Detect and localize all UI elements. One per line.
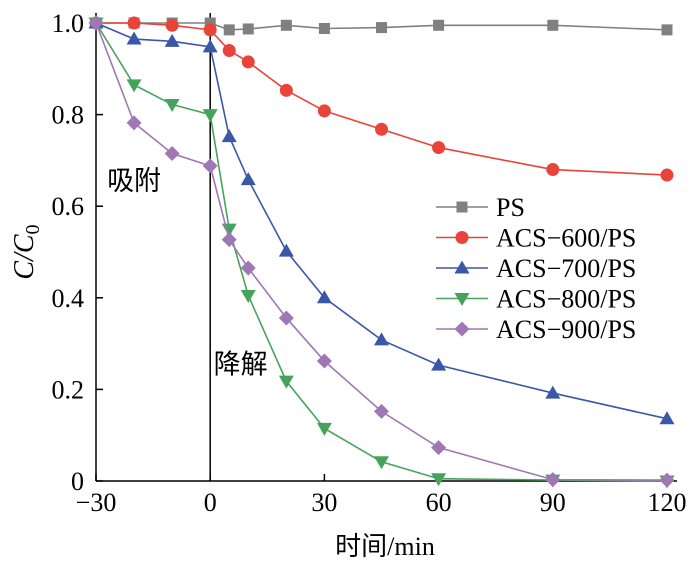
data-point [375, 122, 388, 136]
data-point [659, 472, 675, 488]
legend-label: ACS−900/PS [496, 315, 636, 344]
series-line [95, 22, 668, 482]
legend-item: PS [436, 193, 525, 222]
x-tick-label: −30 [76, 488, 117, 517]
data-point [660, 168, 674, 182]
annotation-label: 降解 [214, 349, 268, 379]
series-acs-700-ps [88, 15, 675, 425]
legend-label: ACS−700/PS [496, 254, 636, 283]
y-tick-label: 0.4 [52, 284, 85, 313]
data-point [164, 99, 180, 113]
data-point [317, 104, 331, 118]
legend-label: ACS−800/PS [496, 285, 636, 314]
data-point [661, 24, 673, 36]
legend-item: ACS−900/PS [436, 315, 636, 344]
legend: PSACS−600/PSACS−700/PSACS−800/PSACS−900/… [436, 193, 636, 344]
data-point [433, 19, 445, 31]
y-tick-label: 1.0 [52, 9, 85, 38]
y-tick-label: 0.2 [52, 375, 85, 404]
data-point [279, 83, 293, 97]
data-point [547, 19, 559, 31]
data-point [431, 440, 447, 456]
data-point [280, 19, 292, 31]
annotation-label: 吸附 [107, 166, 161, 196]
y-tick-label: 0 [71, 467, 84, 496]
data-point [432, 141, 446, 155]
data-point [164, 33, 180, 47]
x-tick-label: 120 [648, 488, 687, 517]
data-point [203, 23, 217, 37]
data-point [431, 357, 447, 371]
data-point [316, 290, 332, 304]
legend-marker [454, 293, 470, 306]
data-point [316, 353, 332, 369]
legend-marker [454, 260, 470, 274]
data-point [165, 18, 179, 32]
series-line [95, 22, 668, 420]
data-point [202, 39, 218, 53]
series-line [95, 22, 668, 481]
y-tick-label: 0.6 [52, 192, 85, 221]
series-acs-900-ps [88, 15, 675, 488]
data-point [240, 260, 256, 276]
legend-marker [454, 321, 470, 337]
data-point [242, 23, 254, 35]
data-point [221, 129, 237, 143]
legend-marker [455, 231, 469, 244]
data-point [204, 17, 216, 29]
y-axis-label-subscript: 0 [22, 224, 44, 234]
data-point [202, 158, 218, 174]
data-point [240, 172, 256, 186]
data-point [222, 43, 236, 57]
legend-marker [456, 201, 468, 213]
data-point [278, 243, 294, 257]
data-point [126, 115, 142, 131]
x-tick-label: 90 [540, 488, 566, 517]
data-point [431, 473, 447, 487]
svg-text:C/C0: C/C0 [9, 224, 44, 279]
x-tick-label: 60 [426, 488, 452, 517]
y-axis-label-main: C/C [9, 234, 40, 279]
y-tick-label: 0.8 [52, 101, 85, 130]
x-tick-label: 0 [204, 488, 217, 517]
data-point [374, 332, 389, 346]
data-point [376, 22, 387, 34]
data-point [223, 24, 235, 36]
x-tick-label: 30 [311, 488, 337, 517]
data-point [278, 375, 294, 389]
x-axis-label: 时间/min [335, 532, 435, 561]
data-point [659, 411, 675, 425]
data-point [164, 146, 180, 162]
data-point [126, 79, 142, 93]
data-point [374, 403, 389, 419]
data-point [545, 385, 561, 399]
legend-label: PS [496, 193, 525, 222]
data-point [278, 310, 294, 326]
data-point [318, 22, 330, 34]
series-line [96, 22, 668, 31]
series-layer [88, 15, 675, 489]
data-point [127, 16, 141, 30]
series-line [96, 22, 668, 176]
data-point [545, 472, 561, 488]
legend-item: ACS−800/PS [436, 285, 636, 314]
y-axis-label: C/C0 [9, 224, 44, 279]
data-point [241, 55, 255, 69]
data-point [546, 163, 560, 177]
data-point [221, 232, 237, 248]
data-point [240, 290, 256, 304]
legend-item: ACS−700/PS [436, 254, 636, 283]
data-point [126, 31, 142, 45]
data-point [202, 109, 218, 123]
data-point [316, 422, 332, 436]
data-point [374, 456, 389, 470]
data-point [88, 15, 104, 31]
legend-item: ACS−600/PS [436, 224, 636, 253]
legend-label: ACS−600/PS [496, 224, 636, 253]
